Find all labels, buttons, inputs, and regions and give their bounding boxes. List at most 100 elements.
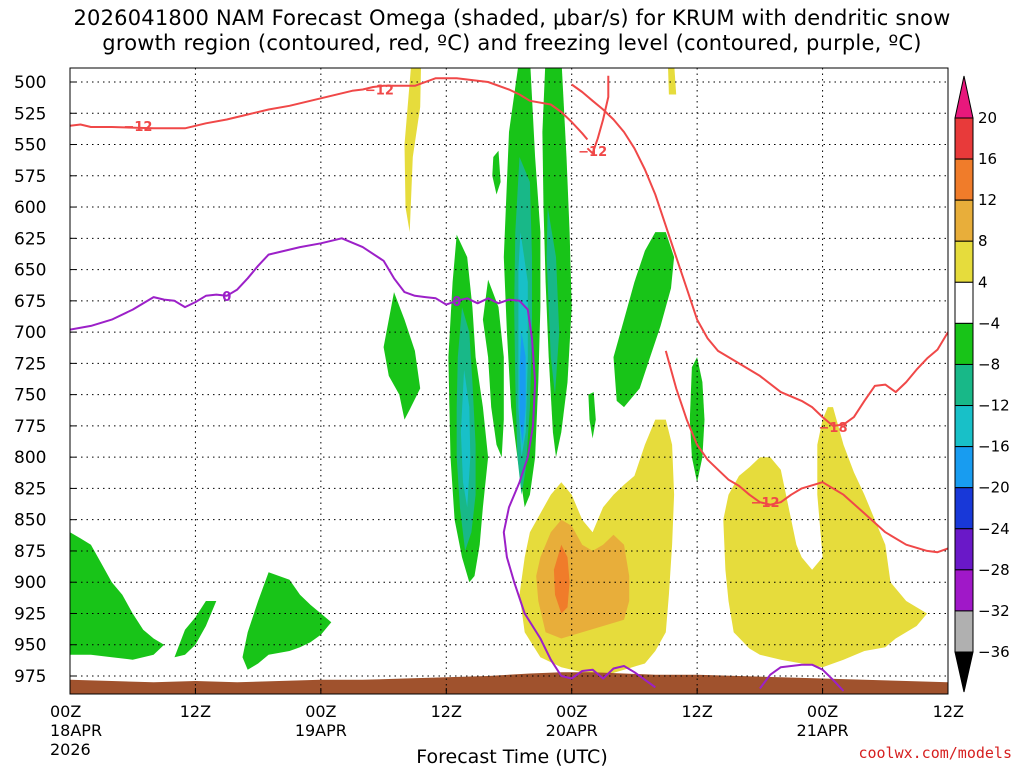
- y-tick-label-14: 850: [14, 511, 46, 531]
- credit-text[interactable]: coolwx.com/models: [858, 744, 1012, 762]
- colorbar-swatch-0: [954, 117, 974, 160]
- x-tick-label-0: 00Z: [50, 702, 81, 721]
- y-tick-label-12: 800: [14, 448, 46, 468]
- y-tick-label-17: 925: [14, 604, 46, 624]
- shade-region-17: [519, 332, 526, 445]
- colorbar-swatch-10: [954, 528, 974, 571]
- contour-label-6: 0: [452, 295, 461, 310]
- terrain: [70, 672, 948, 694]
- y-tick-label-0: 500: [14, 73, 46, 93]
- colorbar-label-10: −24: [978, 520, 1010, 538]
- y-tick-label-19: 975: [14, 667, 46, 687]
- colorbar-label-4: 4: [978, 273, 988, 291]
- shade-region-9: [689, 357, 705, 483]
- y-tick-label-4: 600: [14, 198, 46, 218]
- y-tick-label-10: 750: [14, 386, 46, 406]
- x-year-label-0: 2026: [50, 740, 91, 759]
- shade-region-23: [553, 544, 570, 614]
- colorbar-label-11: −28: [978, 561, 1010, 579]
- colorbar-label-9: −20: [978, 479, 1010, 497]
- y-tick-label-13: 825: [14, 479, 46, 499]
- shade-region-14: [546, 207, 560, 395]
- contour-labels: −12 −12 −12 −18 −12 0 0: [123, 84, 847, 512]
- shade-region-11: [492, 150, 501, 195]
- plot-frame: [69, 67, 949, 695]
- colorbar-label-6: −8: [978, 355, 1000, 373]
- shade-region-7: [542, 68, 572, 458]
- contour-line-5: [759, 663, 845, 692]
- y-tick-label-16: 900: [14, 573, 46, 593]
- colorbar-swatch-4: [954, 281, 974, 324]
- contour-line-3: [664, 350, 948, 554]
- x-axis-title: Forecast Time (UTC): [416, 746, 608, 768]
- title-line-1: 2026041800 NAM Forecast Omega (shaded, μ…: [73, 6, 951, 30]
- contour-line-0: [70, 77, 589, 141]
- x-tick-label-5: 12Z: [681, 702, 712, 721]
- x-date-label-6: 21APR: [797, 721, 849, 740]
- y-tick-label-8: 700: [14, 323, 46, 343]
- y-tick-label-5: 625: [14, 229, 46, 249]
- terrain-fill: [70, 672, 948, 694]
- shade-region-8: [613, 232, 675, 408]
- colorbar-label-0: 20: [978, 109, 997, 127]
- colorbar-swatch-7: [954, 405, 974, 448]
- shade-region-0: [70, 532, 165, 660]
- colorbar-top-arrow: [954, 75, 974, 119]
- colorbar: 20 16 12 8 4 −4 −8 −12 −16 −20 −24 −28 −32 −36: [954, 75, 1010, 693]
- colorbar-label-12: −32: [978, 602, 1010, 620]
- colorbar-bottom-arrow: [954, 651, 974, 693]
- colorbar-label-13: −36: [978, 643, 1010, 661]
- y-axis: 500 525 550 575 600 625 650 675 700 725 750 775 800 8…: [14, 73, 76, 687]
- contour-label-3: −18: [819, 421, 848, 436]
- title-line-2: growth region (contoured, red, ºC) and f…: [102, 31, 922, 55]
- y-tick-label-1: 525: [14, 104, 46, 124]
- colorbar-swatch-2: [954, 199, 974, 242]
- colorbar-swatch-12: [954, 610, 974, 653]
- colorbar-label-5: −4: [978, 314, 1000, 332]
- contours: [70, 75, 948, 692]
- y-tick-label-3: 575: [14, 167, 46, 187]
- colorbar-label-1: 16: [978, 150, 997, 168]
- colorbar-swatch-3: [954, 240, 974, 283]
- shade-region-18: [404, 68, 421, 233]
- y-tick-label-15: 875: [14, 542, 46, 562]
- shade-region-20: [519, 419, 675, 676]
- y-tick-label-18: 950: [14, 636, 46, 656]
- colorbar-label-3: 8: [978, 232, 988, 250]
- shade-region-10: [588, 392, 596, 439]
- y-tick-label-2: 550: [14, 136, 46, 156]
- x-tick-label-1: 12Z: [180, 702, 211, 721]
- contour-label-0: −12: [123, 120, 152, 135]
- omega-shading: [70, 68, 928, 676]
- contour-label-4: −12: [751, 496, 780, 511]
- x-tick-label-6: 00Z: [807, 702, 838, 721]
- chart-title: 2026041800 NAM Forecast Omega (shaded, μ…: [0, 6, 1024, 56]
- contour-line-2: [571, 83, 948, 427]
- y-tick-label-6: 650: [14, 261, 46, 281]
- contour-line-1: [586, 75, 610, 155]
- colorbar-swatch-6: [954, 363, 974, 407]
- shade-region-5: [482, 279, 504, 458]
- x-tick-label-7: 12Z: [933, 702, 964, 721]
- x-date-label-0: 18APR: [50, 721, 102, 740]
- x-date-label-4: 20APR: [546, 721, 598, 740]
- shade-region-19: [668, 68, 677, 95]
- contour-label-1: −12: [365, 84, 394, 99]
- shade-region-22: [536, 519, 630, 639]
- colorbar-swatch-8: [954, 446, 974, 489]
- x-tick-label-2: 00Z: [305, 702, 336, 721]
- colorbar-swatch-5: [954, 322, 974, 365]
- colorbar-label-8: −16: [978, 438, 1010, 456]
- contour-line-4: [70, 237, 656, 689]
- colorbar-swatch-9: [954, 487, 974, 530]
- shade-region-15: [460, 369, 471, 508]
- x-date-label-2: 19APR: [295, 721, 347, 740]
- colorbar-swatch-11: [954, 569, 974, 612]
- shade-region-3: [383, 292, 421, 420]
- contour-label-2: −12: [578, 145, 607, 160]
- colorbar-label-2: 12: [978, 191, 997, 209]
- x-tick-label-4: 00Z: [556, 702, 587, 721]
- y-tick-label-7: 675: [14, 292, 46, 312]
